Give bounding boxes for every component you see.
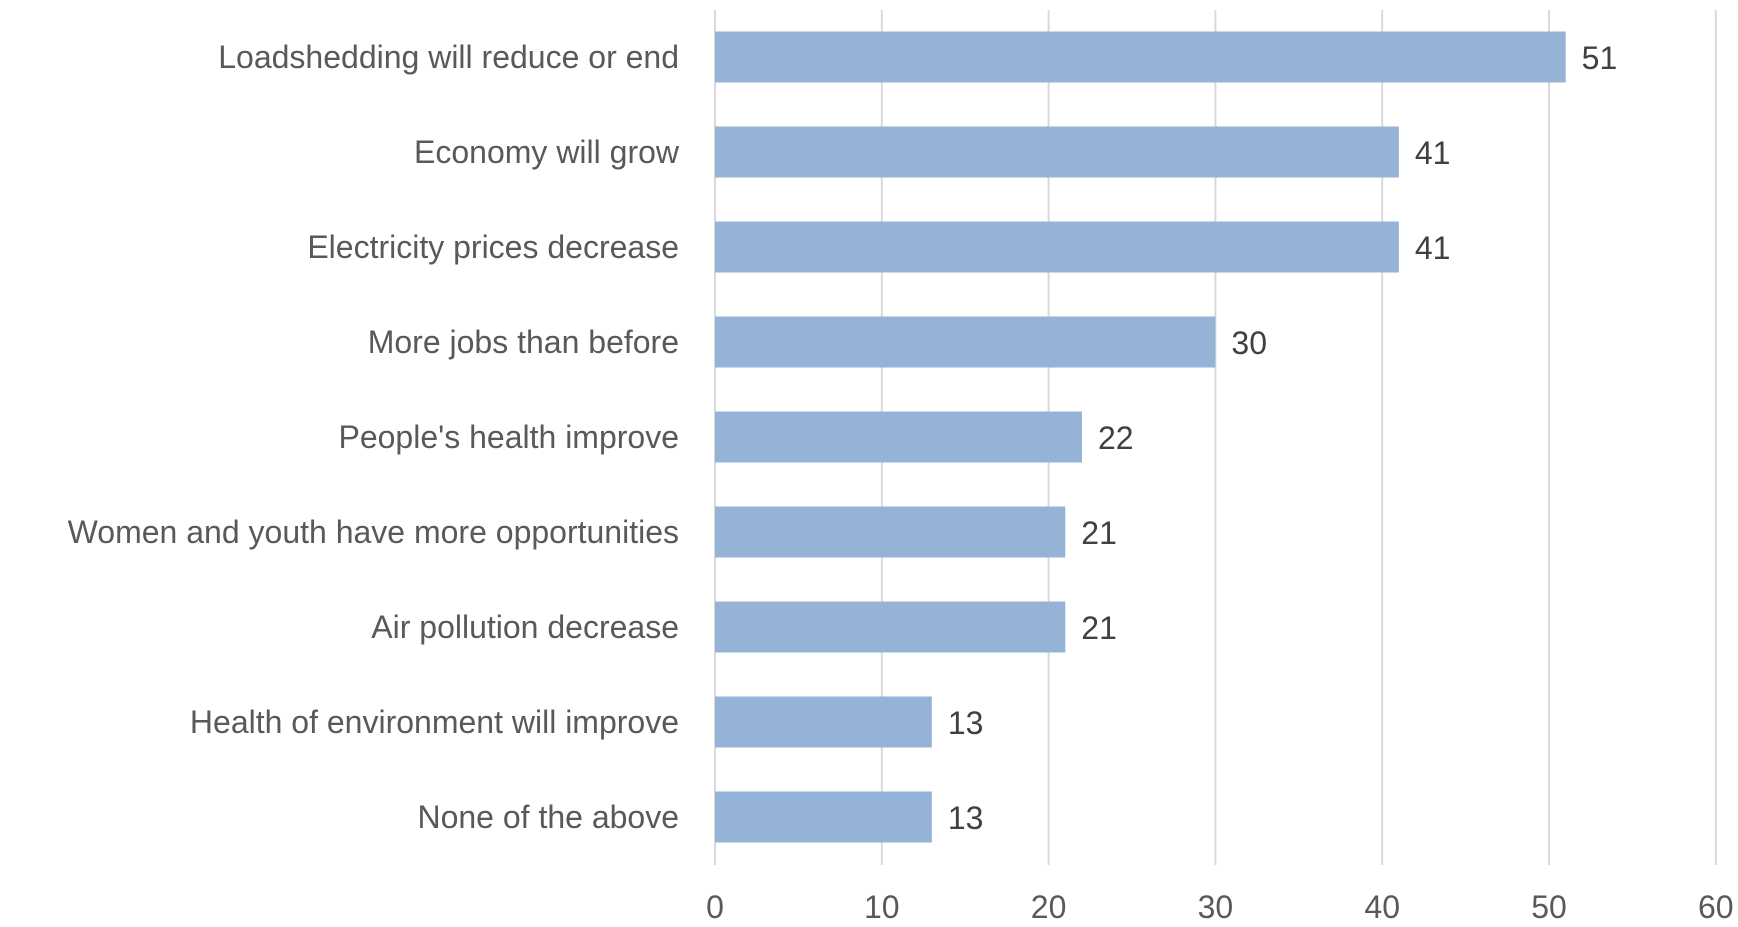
bar-3 [715, 316, 1216, 368]
data-label-0: 51 [1582, 40, 1618, 76]
data-label-5: 21 [1081, 515, 1117, 551]
x-axis-tick-labels: 0 10 20 30 40 50 60 [706, 889, 1733, 925]
bar-4 [715, 411, 1082, 463]
category-label-4: People's health improve [338, 419, 679, 455]
x-tick-label-0: 0 [706, 889, 724, 925]
data-label-3: 30 [1231, 325, 1267, 361]
data-label-2: 41 [1415, 230, 1451, 266]
x-tick-label-20: 20 [1031, 889, 1067, 925]
data-label-8: 13 [948, 800, 984, 836]
data-label-1: 41 [1415, 135, 1451, 171]
bar-2 [715, 221, 1399, 273]
bar-1 [715, 126, 1399, 178]
bar-6 [715, 601, 1066, 653]
category-label-0: Loadshedding will reduce or end [218, 39, 679, 75]
bar-5 [715, 506, 1066, 558]
x-tick-label-50: 50 [1531, 889, 1567, 925]
data-label-7: 13 [948, 705, 984, 741]
x-tick-label-40: 40 [1364, 889, 1400, 925]
data-label-4: 22 [1098, 420, 1134, 456]
data-labels: 51 41 41 30 22 21 21 13 13 [948, 40, 1617, 836]
bar-0 [715, 31, 1566, 83]
category-label-7: Health of environment will improve [190, 704, 679, 740]
bar-7 [715, 696, 932, 748]
category-labels: Loadshedding will reduce or end Economy w… [68, 39, 680, 835]
category-label-5: Women and youth have more opportunities [68, 514, 679, 550]
bars [715, 31, 1566, 843]
category-label-2: Electricity prices decrease [307, 229, 679, 265]
category-label-1: Economy will grow [414, 134, 680, 170]
category-label-8: None of the above [417, 799, 679, 835]
x-tick-label-30: 30 [1198, 889, 1234, 925]
x-tick-label-60: 60 [1698, 889, 1734, 925]
category-label-3: More jobs than before [368, 324, 679, 360]
category-label-6: Air pollution decrease [371, 609, 679, 645]
bar-8 [715, 791, 932, 843]
data-label-6: 21 [1081, 610, 1117, 646]
x-tick-label-10: 10 [864, 889, 900, 925]
